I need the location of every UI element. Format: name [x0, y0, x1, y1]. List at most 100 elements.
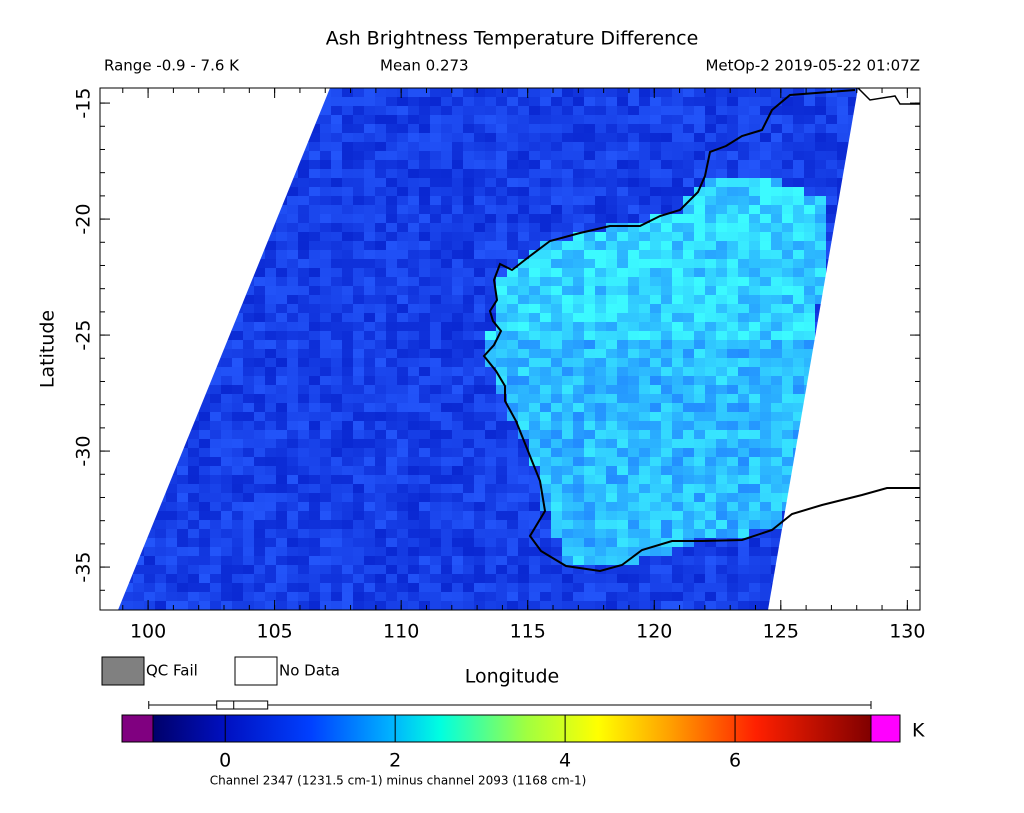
pixel — [859, 583, 870, 592]
pixel — [628, 376, 639, 385]
pixel — [221, 439, 232, 448]
pixel — [584, 142, 595, 151]
pixel — [155, 268, 166, 277]
pixel — [551, 529, 562, 538]
pixel — [771, 484, 782, 493]
pixel — [331, 367, 342, 376]
pixel — [474, 565, 485, 574]
pixel — [309, 367, 320, 376]
pixel — [584, 493, 595, 502]
pixel — [122, 322, 133, 331]
pixel — [683, 529, 694, 538]
pixel — [672, 340, 683, 349]
pixel — [298, 97, 309, 106]
pixel — [639, 142, 650, 151]
pixel — [551, 466, 562, 475]
pixel — [364, 403, 375, 412]
pixel — [144, 295, 155, 304]
pixel — [485, 385, 496, 394]
pixel — [683, 457, 694, 466]
pixel — [881, 421, 892, 430]
pixel — [408, 187, 419, 196]
pixel — [298, 592, 309, 601]
pixel — [705, 466, 716, 475]
pixel — [738, 529, 749, 538]
pixel — [892, 187, 903, 196]
pixel — [650, 259, 661, 268]
coastline — [482, 88, 920, 573]
pixel — [199, 466, 210, 475]
pixel — [584, 601, 595, 610]
pixel — [232, 520, 243, 529]
pixel — [826, 250, 837, 259]
pixel — [705, 349, 716, 358]
pixel — [188, 106, 199, 115]
pixel — [683, 601, 694, 610]
pixel — [199, 565, 210, 574]
pixel — [166, 394, 177, 403]
pixel — [452, 394, 463, 403]
pixel — [661, 358, 672, 367]
pixel — [771, 457, 782, 466]
pixel — [848, 412, 858, 421]
pixel — [474, 448, 485, 457]
pixel — [826, 430, 837, 439]
pixel — [386, 421, 397, 430]
pixel — [749, 151, 760, 160]
pixel — [650, 250, 661, 259]
pixel — [727, 421, 738, 430]
pixel — [892, 259, 903, 268]
pixel — [661, 376, 672, 385]
pixel — [474, 304, 485, 313]
pixel — [573, 556, 584, 565]
pixel — [716, 511, 727, 520]
pixel — [815, 421, 826, 430]
pixel — [903, 160, 914, 169]
pixel — [441, 529, 452, 538]
pixel — [881, 232, 892, 241]
pixel — [727, 295, 738, 304]
pixel — [518, 277, 529, 286]
pixel — [199, 142, 210, 151]
pixel — [122, 403, 133, 412]
pixel — [650, 583, 661, 592]
pixel — [353, 592, 364, 601]
pixel — [452, 259, 463, 268]
y-axis-label: Latitude — [37, 310, 59, 388]
pixel — [738, 169, 749, 178]
pixel — [705, 601, 716, 610]
pixel — [584, 484, 595, 493]
pixel — [474, 574, 485, 583]
pixel — [694, 430, 705, 439]
pixel — [826, 124, 837, 133]
pixel — [342, 511, 353, 520]
pixel — [595, 430, 606, 439]
pixel — [408, 493, 419, 502]
pixel — [804, 430, 815, 439]
pixel — [639, 574, 650, 583]
pixel — [122, 106, 133, 115]
pixel — [221, 97, 232, 106]
pixel — [749, 358, 760, 367]
pixel — [210, 196, 221, 205]
pixel — [793, 205, 804, 214]
pixel — [771, 430, 782, 439]
pixel — [100, 475, 111, 484]
pixel — [463, 214, 474, 223]
pixel — [243, 286, 254, 295]
pixel — [727, 133, 738, 142]
pixel — [683, 358, 694, 367]
pixel — [463, 511, 474, 520]
pixel — [474, 520, 485, 529]
pixel — [331, 187, 342, 196]
pixel — [617, 205, 628, 214]
pixel — [386, 439, 397, 448]
pixel — [199, 268, 210, 277]
pixel — [452, 385, 463, 394]
pixel — [254, 403, 265, 412]
pixel — [144, 511, 155, 520]
pixel — [584, 367, 595, 376]
pixel — [298, 214, 309, 223]
pixel — [837, 259, 848, 268]
pixel — [892, 304, 903, 313]
